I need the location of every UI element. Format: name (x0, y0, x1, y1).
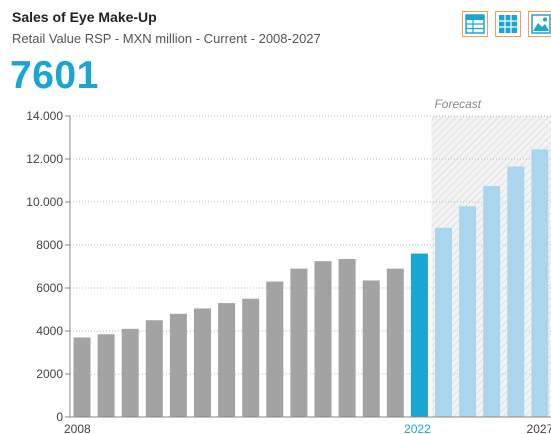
bar-2012[interactable] (169, 313, 187, 417)
table-icon (465, 14, 485, 34)
bar-2023[interactable] (435, 227, 452, 417)
bar-2016[interactable] (266, 281, 284, 417)
y-tick-label: 4000 (36, 324, 63, 338)
y-tick-label: 12.000 (26, 152, 63, 166)
highlight-value: 7601 (10, 54, 99, 97)
chart-title: Sales of Eye Make-Up (12, 9, 157, 25)
bar-2025[interactable] (483, 185, 501, 417)
x-tick-label-last: 2027 (527, 422, 551, 434)
y-tick-label: 2000 (36, 367, 63, 381)
grid-view-button[interactable] (495, 11, 521, 37)
bar-2019[interactable] (338, 258, 356, 417)
y-tick-label: 8000 (36, 238, 63, 252)
bar-2014[interactable] (218, 303, 236, 417)
x-tick-label-first: 2008 (64, 422, 91, 434)
bar-2008[interactable] (73, 337, 91, 417)
bar-2024[interactable] (459, 206, 477, 417)
table-view-button[interactable] (462, 11, 488, 37)
y-tick-label: 0 (56, 410, 63, 424)
chart-image-icon (531, 14, 551, 34)
chart-view-button[interactable] (528, 11, 551, 37)
chart-subtitle: Retail Value RSP - MXN million - Current… (12, 31, 321, 46)
y-tick-label: 14.000 (26, 109, 63, 123)
bar-2013[interactable] (194, 308, 211, 417)
bar-2017[interactable] (290, 268, 308, 417)
bar-2009[interactable] (97, 334, 115, 417)
bar-2026[interactable] (507, 166, 525, 417)
y-tick-label: 10.000 (26, 195, 63, 209)
bar-2018[interactable] (314, 261, 332, 417)
bar-2011[interactable] (145, 320, 163, 417)
y-tick-label: 6000 (36, 281, 63, 295)
bar-2010[interactable] (121, 328, 139, 417)
bar-2027[interactable] (531, 149, 549, 417)
bar-2022[interactable] (410, 253, 428, 417)
bar-2021[interactable] (386, 268, 404, 417)
bar-2015[interactable] (242, 298, 260, 417)
forecast-label: Forecast (434, 97, 481, 111)
grid-icon (499, 15, 517, 33)
x-tick-label-highlight: 2022 (404, 422, 431, 434)
bar-2020[interactable] (362, 280, 380, 417)
